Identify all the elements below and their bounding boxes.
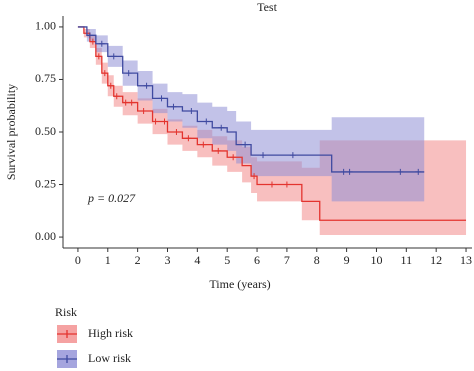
censor-mark: [415, 168, 422, 175]
censor-mark: [110, 53, 117, 60]
censor-mark: [86, 32, 93, 39]
censor-mark: [125, 70, 132, 77]
censor-mark: [101, 70, 108, 77]
x-tick-label: 2: [135, 253, 141, 267]
censor-mark: [260, 152, 267, 159]
censor-mark: [340, 168, 347, 175]
y-tick-label: 1.00: [35, 19, 56, 33]
censor-mark: [89, 38, 96, 45]
x-tick-label: 10: [370, 253, 382, 267]
censor-mark: [289, 152, 296, 159]
censor-mark: [98, 40, 105, 47]
y-tick-label: 0.50: [35, 124, 56, 138]
x-tick-label: 11: [401, 253, 413, 267]
x-tick-label: 1: [105, 253, 111, 267]
censor-mark: [283, 181, 290, 188]
censor-mark: [230, 154, 237, 161]
x-tick-label: 5: [224, 253, 230, 267]
censor-mark: [346, 168, 353, 175]
x-tick-label: 4: [194, 253, 200, 267]
x-tick-label: 7: [284, 253, 290, 267]
censor-mark: [185, 135, 192, 142]
legend-line: [57, 355, 77, 363]
censor-mark: [215, 147, 222, 154]
x-tick-label: 3: [164, 253, 170, 267]
censor-mark: [218, 124, 225, 131]
x-tick-label: 6: [254, 253, 260, 267]
legend-title: Risk: [55, 305, 77, 319]
censor-mark: [200, 141, 207, 148]
legend-label: High risk: [88, 326, 133, 340]
y-tick-label: 0.25: [35, 176, 56, 190]
censor-mark: [161, 118, 168, 125]
censor-mark: [188, 107, 195, 114]
censor-mark: [107, 82, 114, 89]
censor-mark: [143, 82, 150, 89]
legend-label: Low risk: [88, 351, 131, 365]
censor-mark: [113, 93, 120, 100]
confidence-band: [77, 26, 425, 202]
censor-mark: [268, 181, 275, 188]
censor-mark: [242, 141, 249, 148]
x-tick-label: 9: [344, 253, 350, 267]
x-tick-label: 0: [75, 253, 81, 267]
x-tick-label: 13: [460, 253, 472, 267]
censor-mark: [170, 103, 177, 110]
censor-mark: [122, 99, 129, 106]
censor-mark: [251, 173, 258, 180]
censor-mark: [203, 118, 210, 125]
censor-mark: [140, 107, 147, 114]
y-tick-label: 0.75: [35, 71, 56, 85]
legend-line: [57, 330, 77, 338]
censor-mark: [128, 99, 135, 106]
x-axis-label: Time (years): [209, 277, 270, 291]
censor-mark: [158, 95, 165, 102]
x-tick-label: 8: [314, 253, 320, 267]
censor-mark: [397, 168, 404, 175]
x-tick-label: 12: [430, 253, 442, 267]
y-tick-label: 0.00: [35, 229, 56, 243]
p-value: p = 0.027: [87, 191, 136, 205]
censor-mark: [173, 129, 180, 135]
y-axis-label: Survival probability: [4, 84, 18, 180]
censor-mark: [95, 53, 102, 60]
censor-mark: [152, 118, 159, 125]
chart-title: Test: [257, 0, 277, 14]
